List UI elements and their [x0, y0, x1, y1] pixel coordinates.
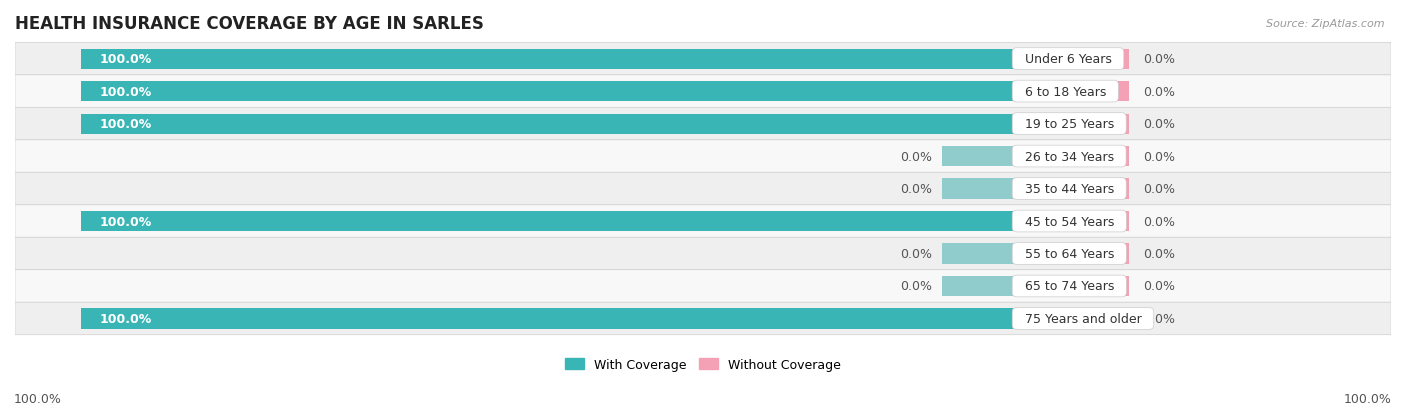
- Text: 100.0%: 100.0%: [14, 392, 62, 405]
- Text: HEALTH INSURANCE COVERAGE BY AGE IN SARLES: HEALTH INSURANCE COVERAGE BY AGE IN SARL…: [15, 15, 484, 33]
- FancyBboxPatch shape: [15, 76, 1391, 108]
- FancyBboxPatch shape: [15, 205, 1391, 238]
- Bar: [1017, 309, 1129, 329]
- Bar: [1017, 244, 1129, 264]
- Bar: [942, 244, 1017, 264]
- Text: 65 to 74 Years: 65 to 74 Years: [1017, 280, 1122, 293]
- Text: 19 to 25 Years: 19 to 25 Years: [1017, 118, 1122, 131]
- Text: 75 Years and older: 75 Years and older: [1017, 312, 1149, 325]
- Bar: [80, 50, 1017, 69]
- Bar: [1017, 179, 1129, 199]
- Text: 45 to 54 Years: 45 to 54 Years: [1017, 215, 1122, 228]
- Text: Source: ZipAtlas.com: Source: ZipAtlas.com: [1267, 19, 1385, 28]
- FancyBboxPatch shape: [15, 270, 1391, 302]
- FancyBboxPatch shape: [15, 238, 1391, 270]
- Bar: [1017, 147, 1129, 167]
- Text: 100.0%: 100.0%: [100, 312, 152, 325]
- Text: Under 6 Years: Under 6 Years: [1017, 53, 1119, 66]
- Bar: [1017, 50, 1129, 69]
- Text: 6 to 18 Years: 6 to 18 Years: [1017, 85, 1114, 98]
- Text: 0.0%: 0.0%: [900, 183, 932, 196]
- Text: 35 to 44 Years: 35 to 44 Years: [1017, 183, 1122, 196]
- Bar: [1017, 82, 1129, 102]
- Bar: [942, 147, 1017, 167]
- Bar: [80, 82, 1017, 102]
- Legend: With Coverage, Without Coverage: With Coverage, Without Coverage: [565, 358, 841, 371]
- Text: 100.0%: 100.0%: [100, 53, 152, 66]
- Text: 55 to 64 Years: 55 to 64 Years: [1017, 247, 1122, 260]
- Text: 0.0%: 0.0%: [900, 247, 932, 260]
- FancyBboxPatch shape: [15, 43, 1391, 76]
- Text: 26 to 34 Years: 26 to 34 Years: [1017, 150, 1122, 163]
- Text: 100.0%: 100.0%: [100, 85, 152, 98]
- Text: 0.0%: 0.0%: [1143, 150, 1175, 163]
- Bar: [80, 211, 1017, 232]
- FancyBboxPatch shape: [15, 140, 1391, 173]
- FancyBboxPatch shape: [15, 108, 1391, 140]
- Text: 0.0%: 0.0%: [1143, 280, 1175, 293]
- Text: 0.0%: 0.0%: [1143, 53, 1175, 66]
- Text: 0.0%: 0.0%: [1143, 183, 1175, 196]
- Bar: [1017, 114, 1129, 134]
- Bar: [942, 276, 1017, 297]
- Text: 0.0%: 0.0%: [900, 280, 932, 293]
- Text: 100.0%: 100.0%: [100, 215, 152, 228]
- Text: 100.0%: 100.0%: [1344, 392, 1392, 405]
- Bar: [1017, 276, 1129, 297]
- Text: 0.0%: 0.0%: [900, 150, 932, 163]
- Text: 0.0%: 0.0%: [1143, 215, 1175, 228]
- Bar: [1017, 211, 1129, 232]
- Text: 0.0%: 0.0%: [1143, 247, 1175, 260]
- Bar: [942, 179, 1017, 199]
- Bar: [80, 309, 1017, 329]
- FancyBboxPatch shape: [15, 173, 1391, 205]
- Text: 100.0%: 100.0%: [100, 118, 152, 131]
- Text: 0.0%: 0.0%: [1143, 312, 1175, 325]
- Text: 0.0%: 0.0%: [1143, 118, 1175, 131]
- Bar: [80, 114, 1017, 134]
- FancyBboxPatch shape: [15, 302, 1391, 335]
- Text: 0.0%: 0.0%: [1143, 85, 1175, 98]
